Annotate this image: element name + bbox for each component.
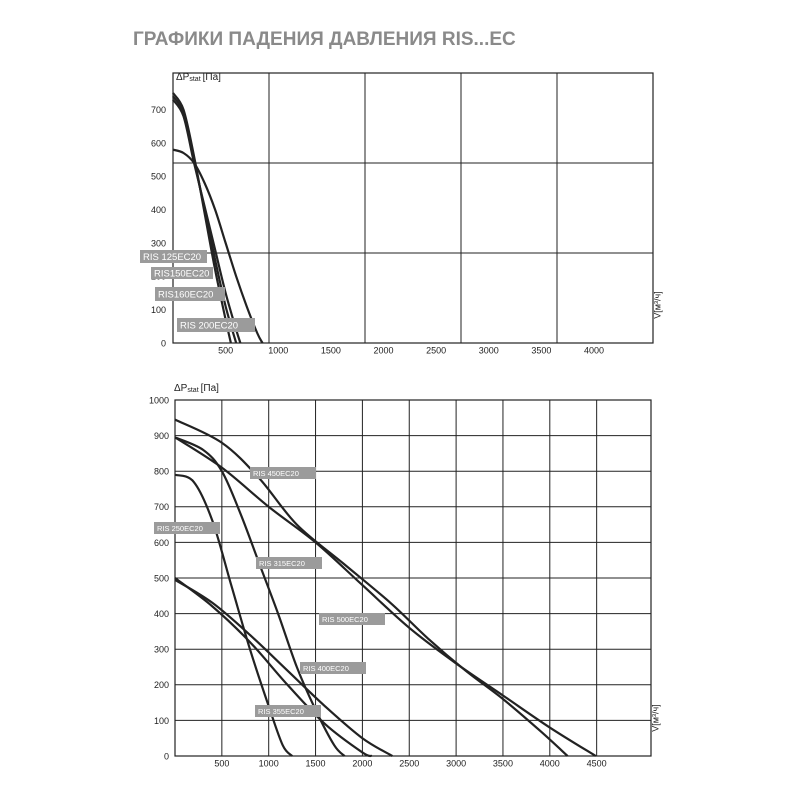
series-label-box (255, 705, 321, 717)
y-tick-label: 100 (151, 305, 166, 315)
y-tick-label: 400 (151, 205, 166, 215)
series-line (172, 95, 238, 344)
x-tick-label: 3000 (446, 758, 466, 768)
x-tick-label: 1500 (306, 758, 326, 768)
series-label: RIS 315EC20 (259, 559, 305, 568)
y-tick-label: 700 (151, 105, 166, 115)
x-tick-label: 4500 (587, 758, 607, 768)
y-axis-label-part: [Па] (201, 383, 220, 394)
series-line (174, 473, 293, 757)
x-tick-label: 3000 (479, 345, 499, 355)
y-tick-label: 100 (154, 716, 169, 726)
y-axis-label: ΔPstat [Па] (176, 72, 221, 83)
series-line (172, 92, 232, 344)
y-axis-label-part: ΔP (174, 383, 188, 394)
x-tick-label: 2500 (399, 758, 419, 768)
x-tick-label: 3500 (493, 758, 513, 768)
y-tick-label: 700 (154, 502, 169, 512)
y-tick-label: 1000 (149, 395, 169, 405)
x-tick-label: 1000 (259, 758, 279, 768)
series-line (174, 436, 597, 757)
series-label-box (151, 267, 213, 279)
series-label: RIS 355EC20 (258, 707, 304, 716)
y-tick-label: 600 (151, 138, 166, 148)
series-label: RIS150EC20 (154, 269, 209, 280)
x-axis-label: V[м³/ч] (650, 704, 660, 731)
series-label: RIS 400EC20 (303, 664, 349, 673)
series-label-box (256, 557, 322, 569)
series-label: RIS 250EC20 (157, 524, 203, 533)
x-tick-label: 500 (218, 345, 233, 355)
y-tick-label: 0 (161, 338, 166, 348)
y-tick-label: 0 (164, 751, 169, 761)
series-line (172, 148, 264, 344)
x-tick-label: 2000 (374, 345, 394, 355)
x-tick-label: 2500 (426, 345, 446, 355)
y-tick-label: 900 (154, 431, 169, 441)
y-tick-label: 300 (154, 645, 169, 655)
page-title: ГРАФИКИ ПАДЕНИЯ ДАВЛЕНИЯ RIS...EC (133, 29, 516, 50)
y-axis-label-part: [Па] (203, 72, 222, 83)
x-tick-label: 3500 (531, 345, 551, 355)
series-label: RIS 200EC20 (180, 321, 238, 332)
series-label: RIS 125EC20 (143, 252, 201, 263)
series-label: RIS160EC20 (158, 290, 213, 301)
x-tick-label: 1000 (268, 345, 288, 355)
series-label-box (250, 467, 316, 479)
series-line (174, 578, 393, 757)
series-label-box (300, 662, 366, 674)
y-tick-label: 500 (154, 573, 169, 583)
y-tick-label: 200 (154, 680, 169, 690)
series-label-box (319, 613, 385, 625)
series-label-box (155, 287, 225, 301)
plot-frame (172, 72, 654, 344)
series-line (174, 436, 346, 757)
y-tick-label: 500 (151, 172, 166, 182)
y-axis-label: ΔPstat [Па] (174, 383, 219, 394)
x-tick-label: 2000 (352, 758, 372, 768)
series-line (174, 577, 373, 758)
series-label-box (140, 250, 207, 263)
series-label-box (177, 318, 255, 332)
series-label: RIS 500EC20 (322, 615, 368, 624)
x-axis-label: V[м³/ч] (652, 291, 662, 318)
y-tick-label: 400 (154, 609, 169, 619)
y-axis-label-part: stat (187, 387, 198, 394)
series-line (174, 418, 569, 757)
series-label-box (154, 522, 220, 534)
y-axis-label-part: stat (189, 76, 200, 83)
x-tick-label: 4000 (584, 345, 604, 355)
y-axis-label-part: ΔP (176, 72, 190, 83)
y-tick-label: 300 (151, 238, 166, 248)
x-tick-label: 1500 (321, 345, 341, 355)
x-tick-label: 4000 (540, 758, 560, 768)
series-label: RIS 450EC20 (253, 469, 299, 478)
y-tick-label: 800 (154, 467, 169, 477)
x-tick-label: 500 (214, 758, 229, 768)
y-tick-label: 600 (154, 538, 169, 548)
